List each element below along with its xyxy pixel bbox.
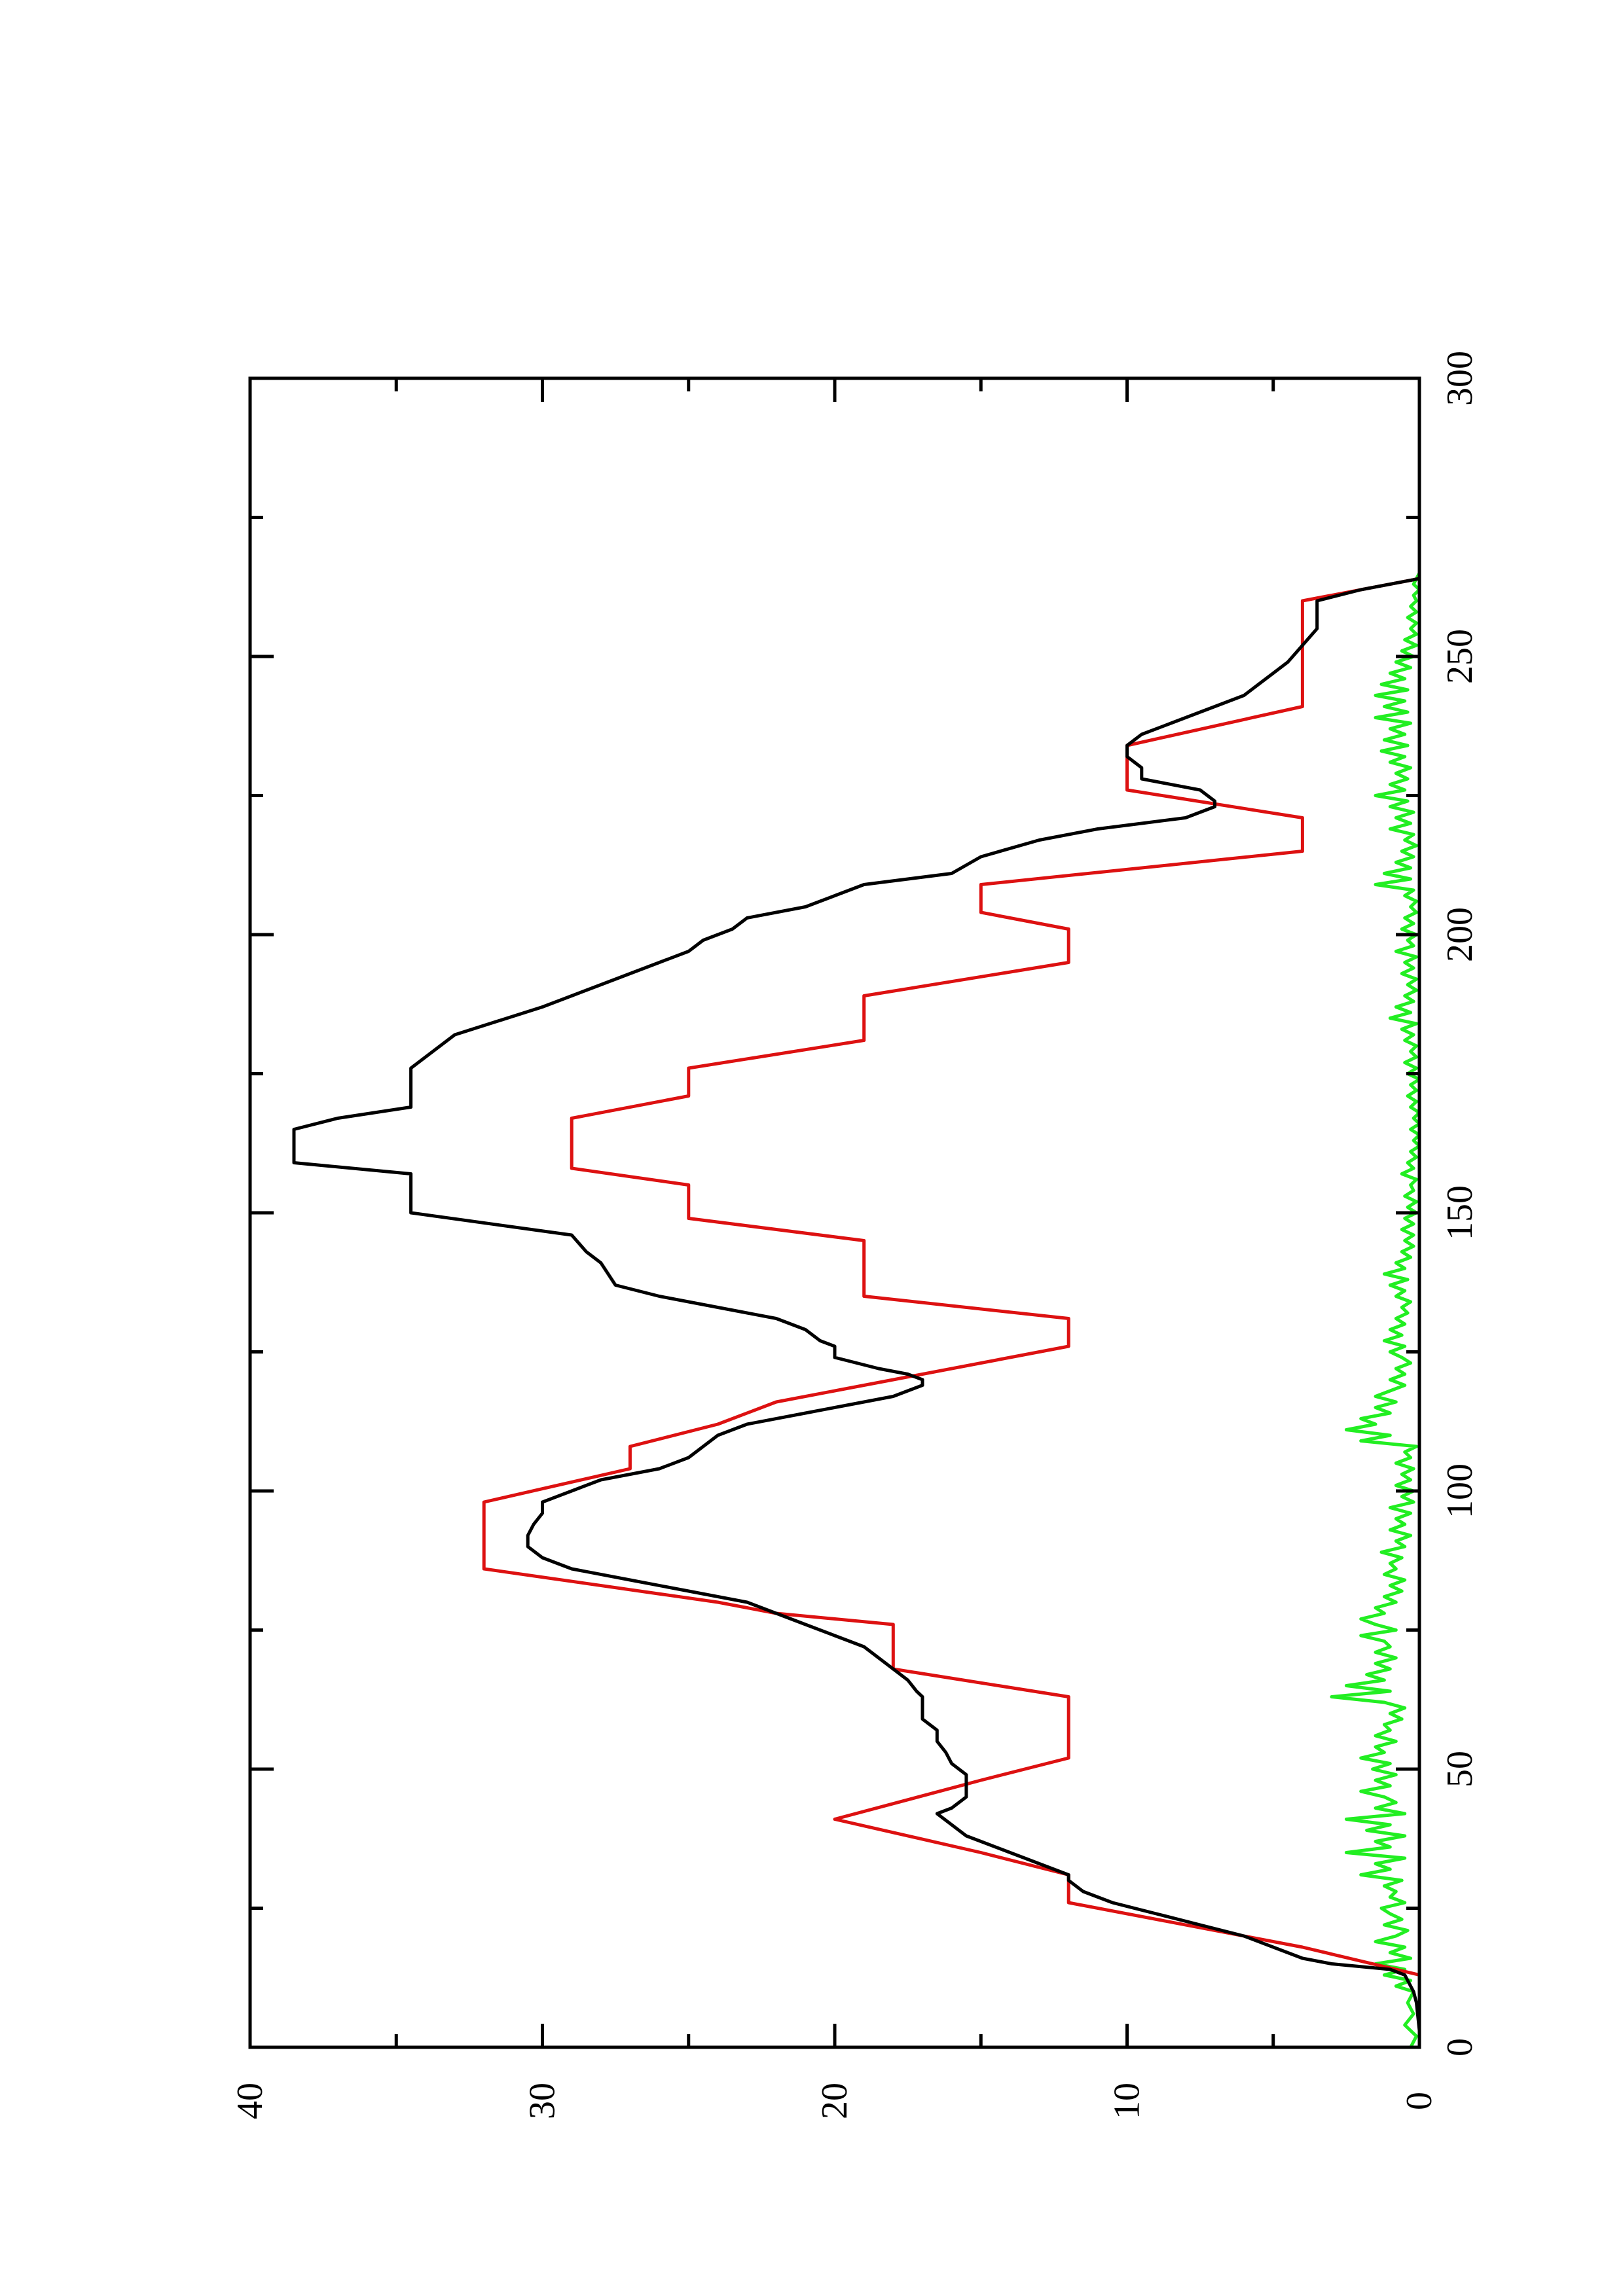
x-tick-label: 50 [1440, 1751, 1480, 1787]
x-tick-label: 0 [1440, 2038, 1480, 2056]
series-layer [292, 571, 1421, 2049]
series-line-2 [1330, 571, 1421, 2049]
x-tick-label: 250 [1440, 629, 1480, 684]
tick-labels-layer: 0 50 100 150 200 250 300 0 10 20 30 40 [230, 351, 1480, 2119]
y-tick-label: 0 [1399, 2092, 1440, 2110]
y-tick-label: 40 [230, 2083, 270, 2119]
y-tick-label: 30 [522, 2083, 563, 2119]
x-tick-label: 150 [1440, 1185, 1480, 1240]
x-tick-label: 200 [1440, 907, 1480, 962]
series-line-1 [292, 571, 1421, 2043]
x-tick-label: 100 [1440, 1463, 1480, 1518]
y-tick-label: 10 [1107, 2083, 1148, 2119]
x-tick-label: 300 [1440, 351, 1480, 406]
series-line-0 [482, 571, 1421, 2049]
y-tick-label: 20 [814, 2083, 855, 2119]
plot-frame [248, 376, 1421, 2049]
